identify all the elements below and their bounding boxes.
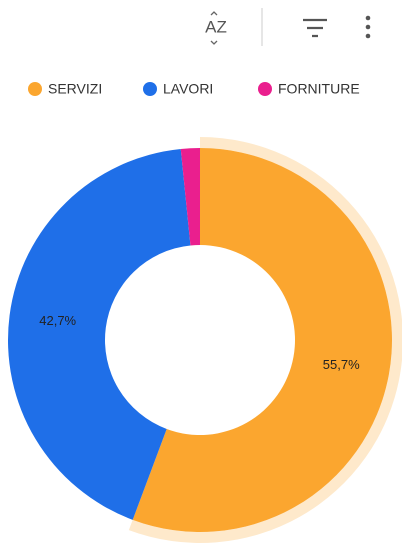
legend: SERVIZI LAVORI FORNITURE — [28, 81, 360, 97]
legend-label: FORNITURE — [278, 81, 360, 97]
toolbar: AZ — [205, 8, 371, 46]
legend-swatch — [143, 82, 157, 96]
menu-button[interactable] — [365, 15, 371, 39]
filter-button[interactable] — [303, 18, 327, 38]
menu-dot — [365, 24, 371, 30]
slice-label: 55,7% — [323, 357, 360, 372]
legend-label: LAVORI — [163, 81, 213, 97]
slice-label: 42,7% — [39, 313, 76, 328]
legend-swatch — [28, 82, 42, 96]
menu-dot — [365, 15, 371, 21]
slice[interactable] — [8, 148, 191, 520]
slice[interactable] — [132, 148, 393, 532]
filter-icon — [303, 18, 327, 38]
sort-icon: AZ — [205, 17, 227, 36]
sort-button[interactable]: AZ — [205, 11, 227, 45]
legend-item[interactable]: LAVORI — [143, 81, 213, 97]
menu-dot — [365, 33, 371, 39]
sort-arrows — [210, 11, 218, 45]
legend-swatch — [258, 82, 272, 96]
donut: 55,7% 42,7% — [8, 137, 402, 543]
legend-label: SERVIZI — [48, 81, 102, 97]
legend-item[interactable]: FORNITURE — [258, 81, 360, 97]
slice[interactable] — [180, 148, 200, 246]
legend-item[interactable]: SERVIZI — [28, 81, 102, 97]
